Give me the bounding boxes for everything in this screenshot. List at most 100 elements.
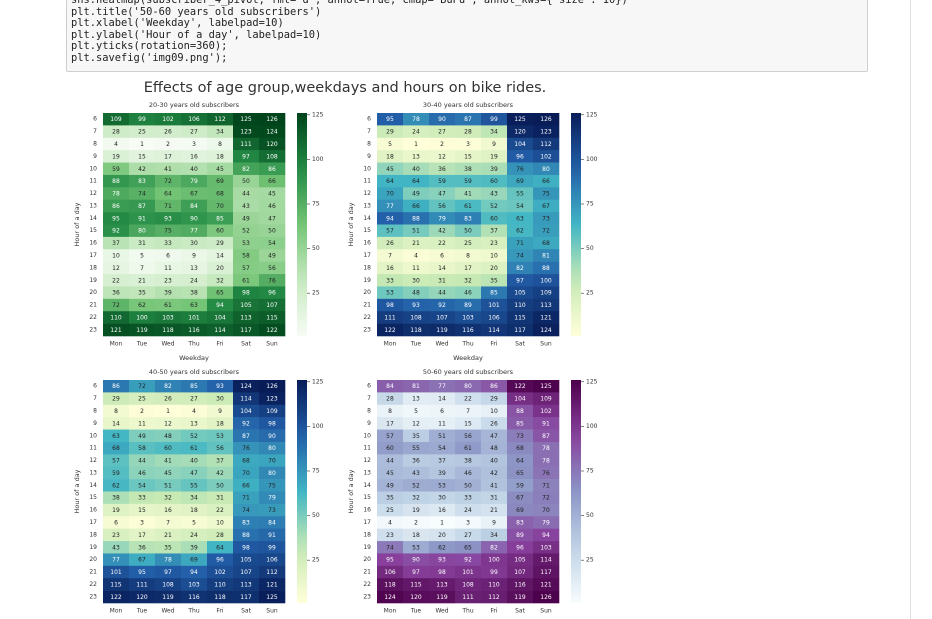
cell-label: 32 bbox=[412, 495, 420, 502]
heat-cell bbox=[455, 199, 482, 213]
cell-label: 78 bbox=[412, 116, 420, 123]
cell-label: 121 bbox=[540, 314, 552, 321]
cell-label: 59 bbox=[516, 482, 524, 489]
heat-cell bbox=[103, 323, 130, 337]
cell-label: 40 bbox=[190, 166, 198, 173]
y-tick-label: 23 bbox=[89, 593, 97, 600]
heat-cell bbox=[155, 392, 182, 406]
cell-label: 80 bbox=[268, 470, 276, 477]
cell-label: 18 bbox=[216, 420, 224, 427]
cell-label: 119 bbox=[514, 594, 526, 601]
heat-cell bbox=[129, 528, 156, 542]
heat-cell bbox=[481, 125, 508, 139]
cell-label: 22 bbox=[438, 240, 446, 247]
cell-label: 12 bbox=[412, 420, 420, 427]
heat-cell bbox=[533, 466, 560, 480]
heat-cell bbox=[103, 150, 130, 163]
cell-label: 70 bbox=[268, 458, 276, 465]
y-tick-label: 21 bbox=[89, 569, 97, 576]
heat-cell bbox=[507, 454, 534, 468]
heat-cell bbox=[103, 298, 130, 312]
heat-cell bbox=[207, 380, 234, 393]
heat-cell bbox=[507, 590, 534, 604]
heat-cell bbox=[181, 199, 208, 213]
cell-label: 110 bbox=[514, 302, 526, 309]
cell-label: 88 bbox=[542, 265, 550, 272]
heat-cell bbox=[155, 113, 182, 126]
heat-cell bbox=[429, 261, 456, 275]
heat-cell bbox=[377, 137, 404, 151]
heat-cell bbox=[533, 441, 560, 455]
cell-label: 19 bbox=[112, 507, 120, 514]
cell-label: 110 bbox=[110, 314, 122, 321]
heat-cell bbox=[155, 466, 182, 480]
heat-cell bbox=[533, 249, 560, 262]
heat-cell bbox=[507, 380, 534, 393]
heat-cell bbox=[181, 249, 208, 262]
cell-label: 101 bbox=[110, 569, 122, 576]
heat-cell bbox=[233, 491, 260, 505]
cell-label: 113 bbox=[240, 314, 252, 321]
y-tick-label: 17 bbox=[363, 519, 371, 526]
cell-label: 29 bbox=[216, 240, 224, 247]
cell-label: 85 bbox=[490, 290, 498, 297]
y-tick-label: 6 bbox=[93, 116, 97, 123]
cell-label: 113 bbox=[436, 581, 448, 588]
y-tick-label: 19 bbox=[89, 277, 97, 284]
heat-cell bbox=[181, 491, 208, 505]
cell-label: 101 bbox=[188, 314, 200, 321]
heat-cell bbox=[377, 187, 404, 201]
cell-label: 107 bbox=[266, 302, 278, 309]
heat-cell bbox=[129, 236, 156, 250]
heat-cell bbox=[481, 590, 508, 604]
cell-label: 56 bbox=[438, 203, 446, 210]
heat-cell bbox=[233, 578, 260, 591]
heat-cell bbox=[103, 187, 130, 201]
heat-cell bbox=[207, 516, 234, 529]
cell-label: 12 bbox=[438, 153, 446, 160]
cell-label: 47 bbox=[268, 215, 276, 222]
heat-cell bbox=[481, 454, 508, 468]
cell-label: 98 bbox=[438, 569, 446, 576]
heat-cell bbox=[207, 466, 234, 480]
heat-cell bbox=[207, 541, 234, 554]
heat-cell bbox=[259, 417, 286, 430]
heat-cell bbox=[103, 137, 130, 151]
heat-cell bbox=[429, 113, 456, 126]
y-tick-label: 8 bbox=[93, 407, 97, 414]
y-axis-label: Hour of a day bbox=[347, 202, 355, 246]
y-tick-label: 13 bbox=[363, 202, 371, 209]
heat-cell bbox=[181, 578, 208, 591]
cell-label: 42 bbox=[438, 228, 446, 235]
heat-cell bbox=[429, 578, 456, 591]
cell-label: 43 bbox=[242, 203, 250, 210]
heat-cell bbox=[233, 298, 260, 312]
heat-cell bbox=[429, 590, 456, 604]
heat-cell bbox=[429, 224, 456, 238]
heat-cell bbox=[377, 150, 404, 163]
cell-label: 41 bbox=[490, 482, 498, 489]
cell-label: 45 bbox=[386, 166, 394, 173]
heat-cell bbox=[207, 528, 234, 542]
cell-label: 1 bbox=[166, 408, 170, 415]
heat-cell bbox=[233, 249, 260, 262]
heat-cell bbox=[507, 311, 534, 324]
y-tick-label: 14 bbox=[363, 215, 371, 222]
heat-cell bbox=[429, 125, 456, 139]
cell-label: 103 bbox=[162, 314, 174, 321]
heat-cell bbox=[403, 298, 430, 312]
cell-label: 77 bbox=[190, 228, 198, 235]
y-tick-label: 10 bbox=[89, 432, 97, 439]
heat-cell bbox=[259, 162, 286, 176]
y-tick-label: 18 bbox=[89, 531, 97, 538]
heat-cell bbox=[129, 404, 156, 418]
cell-label: 102 bbox=[540, 153, 552, 160]
heat-cell bbox=[103, 199, 130, 213]
heat-cell bbox=[103, 503, 130, 517]
cell-label: 119 bbox=[136, 327, 148, 334]
heat-cell bbox=[259, 261, 286, 275]
cell-label: 74 bbox=[386, 544, 394, 551]
cell-label: 9 bbox=[492, 141, 496, 148]
y-tick-label: 11 bbox=[89, 445, 97, 452]
heat-cell bbox=[455, 137, 482, 151]
